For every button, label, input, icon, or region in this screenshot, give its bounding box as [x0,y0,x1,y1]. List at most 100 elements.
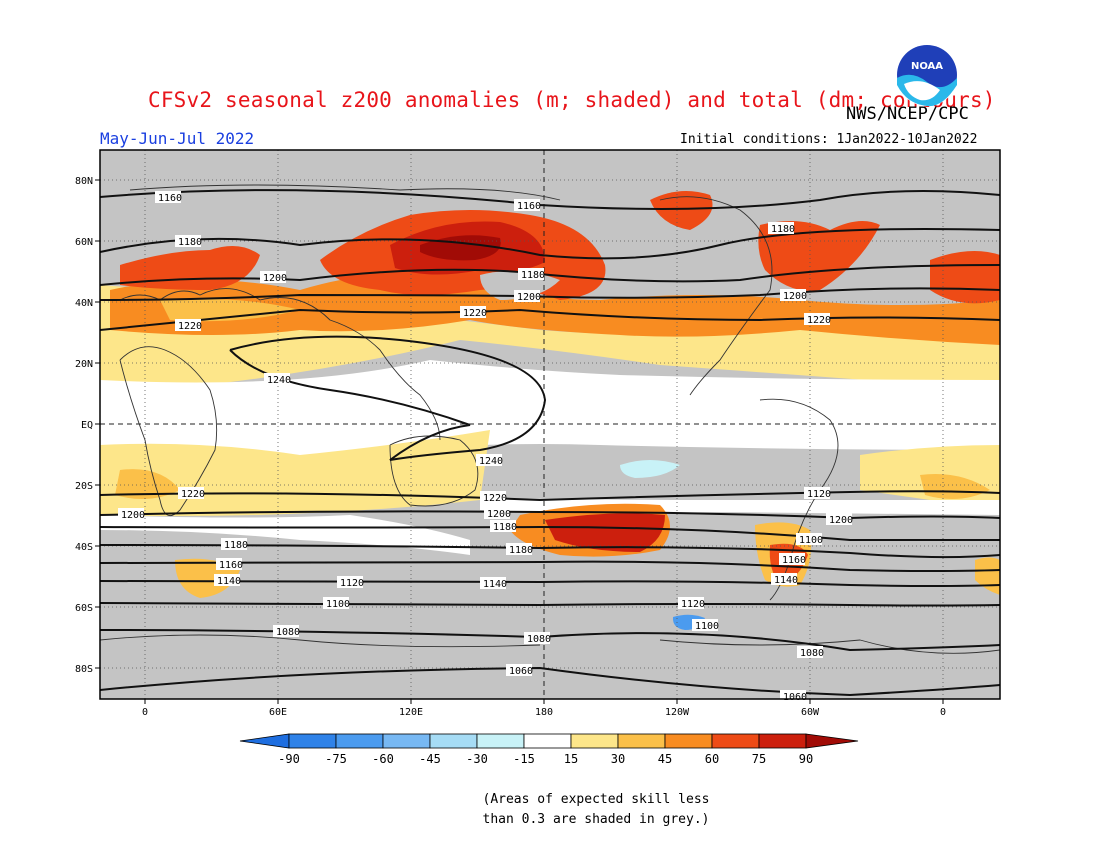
contour-label: 1240 [264,373,291,386]
lon-label: 60E [269,707,287,718]
equator-dateline [100,150,1000,699]
svg-text:1160: 1160 [782,555,806,566]
svg-text:1220: 1220 [181,489,205,500]
contour-label: 1080 [273,625,300,638]
svg-text:1100: 1100 [326,599,350,610]
svg-text:1220: 1220 [178,321,202,332]
svg-text:1240: 1240 [267,375,291,386]
lon-label: 120W [665,707,690,718]
svg-text:1240: 1240 [479,456,503,467]
svg-text:1100: 1100 [695,621,719,632]
colorbar-tick: 90 [799,752,813,766]
colorbar-tick: 75 [752,752,766,766]
contour-label: 1120 [678,597,705,610]
latitude-labels: 80N 60N 40N 20N EQ 20S 40S 60S 80S [75,176,93,675]
svg-text:NOAA: NOAA [911,61,943,72]
svg-text:1080: 1080 [800,648,824,659]
chart-title: CFSv2 seasonal z200 anomalies (m; shaded… [148,88,996,112]
contour-label: 1200 [780,289,807,302]
contour-label: 1220 [175,319,202,332]
contour-label: 1240 [476,454,503,467]
lon-label: 0 [142,707,148,718]
contour-label: 1200 [484,507,511,520]
agency-label: NWS/NCEP/CPC [846,104,969,124]
contour-label: 1080 [797,646,824,659]
contour-label: 1160 [779,553,806,566]
colorbar-segment [758,733,807,749]
colorbar-tick: -30 [466,752,488,766]
colorbar-tick: -75 [325,752,347,766]
svg-text:1220: 1220 [463,308,487,319]
svg-text:1180: 1180 [509,545,533,556]
contour-label: 1160 [216,558,243,571]
contour-label: 1180 [518,268,545,281]
colorbar-segment [382,733,431,749]
colorbar-tick: 30 [611,752,625,766]
svg-text:1120: 1120 [340,578,364,589]
skill-note-line2: than 0.3 are shaded in grey.) [482,812,710,827]
contour-label: 1180 [221,538,248,551]
svg-text:1180: 1180 [224,540,248,551]
contour-label: 1200 [260,271,287,284]
colorbar-segment [805,733,859,749]
svg-text:1100: 1100 [799,535,823,546]
contour-label: 1060 [506,664,533,677]
colorbar-tick: 45 [658,752,672,766]
colorbar-tick: -60 [372,752,394,766]
svg-text:1120: 1120 [807,489,831,500]
svg-text:1200: 1200 [829,515,853,526]
svg-text:1200: 1200 [517,292,541,303]
svg-text:1200: 1200 [121,510,145,521]
contour-label: 1100 [692,619,719,632]
lon-label: 0 [940,707,946,718]
svg-text:1180: 1180 [521,270,545,281]
contour-label: 1160 [514,199,541,212]
colorbar-tick: -15 [513,752,535,766]
lat-label: EQ [81,420,93,431]
lat-label: 40N [75,298,93,309]
colorbar-segment [288,733,337,749]
svg-text:1120: 1120 [681,599,705,610]
lon-label: 120E [399,707,423,718]
forecast-period: May-Jun-Jul 2022 [100,129,255,148]
colorbar-segment [429,733,478,749]
svg-text:1060: 1060 [783,692,807,703]
longitude-labels: 0 60E 120E 180 120W 60W 0 [142,707,946,718]
lat-label: 60N [75,237,93,248]
contour-label: 1180 [175,235,202,248]
colorbar-tick: -45 [419,752,441,766]
contour-label: 1220 [460,306,487,319]
contour-label: 1060 [780,690,807,703]
axis-ticks [95,179,944,704]
colorbar-tick: -90 [278,752,300,766]
contour-label: 1200 [826,513,853,526]
contour-label: 1140 [480,577,507,590]
svg-text:1220: 1220 [807,315,831,326]
colorbar-tick: 15 [564,752,578,766]
svg-text:1080: 1080 [276,627,300,638]
svg-text:1180: 1180 [493,522,517,533]
contour-label: 1080 [524,632,551,645]
contour-label: 1160 [155,191,182,204]
colorbar-segment [523,733,572,749]
lon-label: 60W [801,707,820,718]
contour-label: 1120 [804,487,831,500]
svg-text:1060: 1060 [509,666,533,677]
contour-label: 1140 [771,573,798,586]
svg-text:1160: 1160 [219,560,243,571]
lat-label: 20S [75,481,93,492]
colorbar-segment [335,733,384,749]
contour-label: 1120 [337,576,364,589]
contour-label: 1140 [214,574,241,587]
lat-label: 80N [75,176,93,187]
colorbar-segment [617,733,666,749]
colorbar-ticks: -90 -75 -60 -45 -30 -15 15 30 45 60 75 9… [278,752,813,766]
svg-text:1140: 1140 [774,575,798,586]
svg-text:1200: 1200 [783,291,807,302]
contour-label: 1180 [490,520,517,533]
contour-label: 1220 [480,491,507,504]
svg-text:1180: 1180 [178,237,202,248]
lat-label: 80S [75,664,93,675]
colorbar-segment [239,733,290,749]
